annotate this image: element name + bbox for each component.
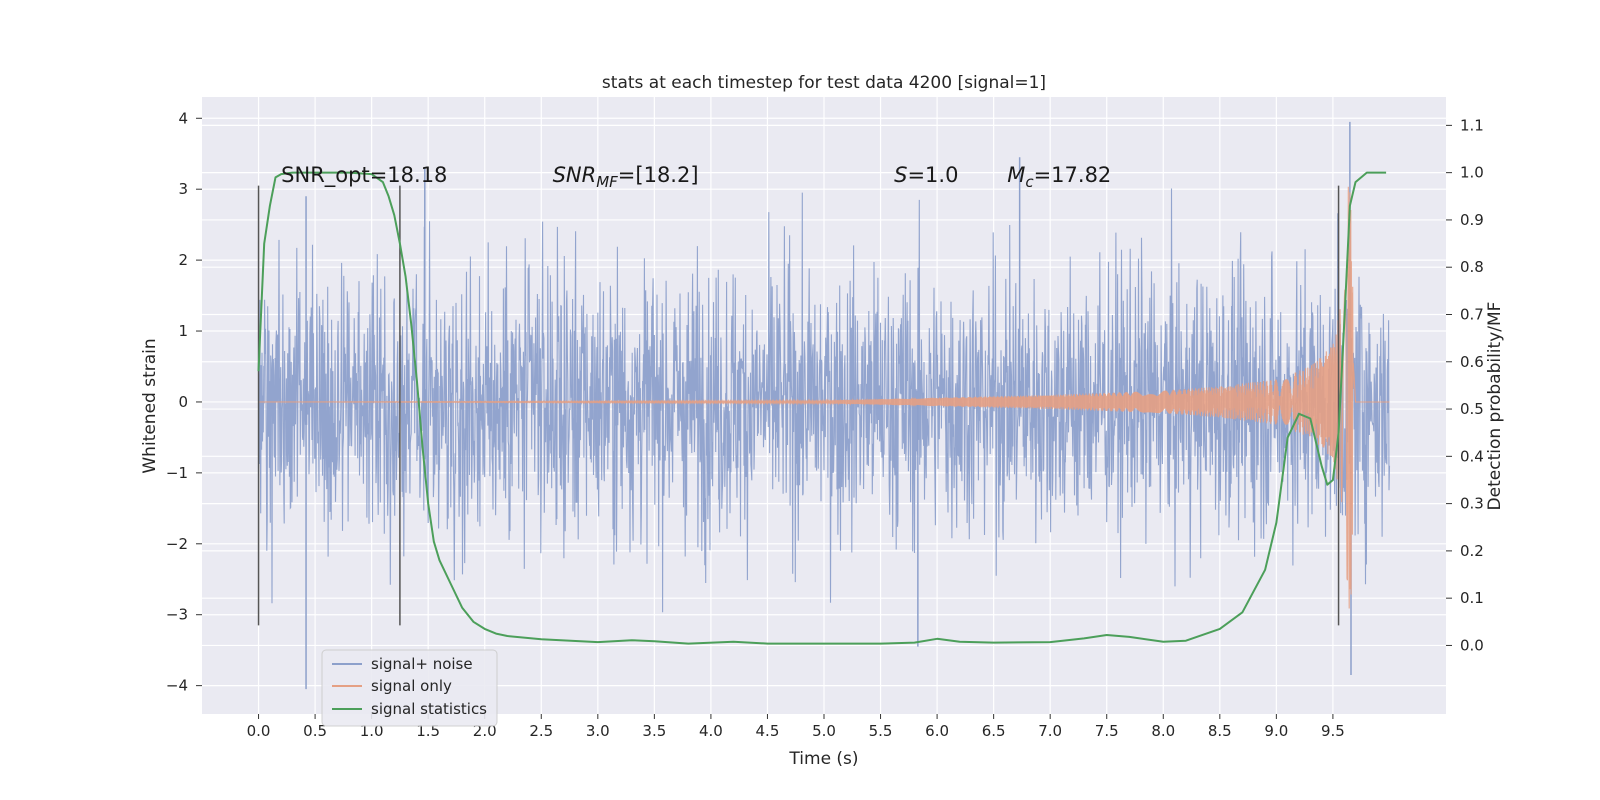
x-tick-label: 4.0 [699,722,723,740]
y-tick-label: 0 [178,393,188,411]
x-tick-label: 3.0 [586,722,610,740]
y-tick-label: −4 [166,677,188,695]
signal-only-series [258,186,1390,609]
x-tick-label: 7.0 [1038,722,1062,740]
y2-tick-label: 0.2 [1460,542,1484,560]
annotation: Mc=17.82 [1007,163,1111,191]
y2-tick-label: 1.0 [1460,164,1484,182]
y2-tick-label: 0.8 [1460,258,1484,276]
y-tick-label: −1 [166,464,188,482]
x-tick-label: 8.0 [1151,722,1175,740]
legend-label-signal-only: signal only [371,677,452,695]
x-tick-label: 4.5 [756,722,780,740]
y2-tick-label: 1.1 [1460,116,1484,134]
y2-axis-ticks: 1.1 1.0 0.9 0.8 0.7 0.6 0.5 0.4 0.3 0.2 0.1 0.0 [1446,116,1484,654]
legend: signal+ noise signal only signal statist… [321,649,498,727]
x-tick-label: 8.5 [1208,722,1232,740]
signal-only-line [258,186,1390,609]
annotation: SNR_opt=18.18 [281,163,447,188]
annotations: SNR_opt=18.18 SNRMF=[18.2] S=1.0 Mc=17.82 [281,163,1111,191]
y2-axis-label: Detection probability/MF [1485,302,1505,511]
x-tick-label: 6.0 [925,722,949,740]
y-tick-label: 2 [178,251,188,269]
y2-tick-label: 0.1 [1460,589,1484,607]
y2-tick-label: 0.9 [1460,211,1484,229]
x-tick-label: 0.5 [303,722,327,740]
marker-lines [257,185,1340,626]
y-axis-ticks: 4 3 2 1 0 −1 −2 −3 −4 [166,109,202,695]
x-axis-label: Time (s) [788,749,858,769]
y2-tick-label: 0.4 [1460,447,1484,465]
x-tick-label: 7.5 [1095,722,1119,740]
x-tick-label: 5.5 [869,722,893,740]
y2-tick-label: 0.7 [1460,305,1484,323]
chart-title: stats at each timestep for test data 420… [602,73,1046,93]
y-axis-label: Whitened strain [140,338,160,473]
y2-tick-label: 0.3 [1460,495,1484,513]
y-tick-label: −3 [166,606,188,624]
y2-tick-label: 0.0 [1460,636,1484,654]
signal-noise-line [257,188,1391,613]
x-tick-label: 2.5 [529,722,553,740]
legend-box [321,649,498,727]
annotation: SNRMF=[18.2] [553,163,699,191]
y2-tick-label: 0.6 [1460,353,1484,371]
y2-tick-label: 0.5 [1460,400,1484,418]
x-tick-label: 3.5 [642,722,666,740]
x-tick-label: 9.5 [1321,722,1345,740]
x-tick-label: 6.5 [982,722,1006,740]
y-tick-label: 4 [178,109,188,127]
y-tick-label: 3 [178,180,188,198]
x-tick-label: 5.0 [812,722,836,740]
x-tick-label: 9.0 [1264,722,1288,740]
y-tick-label: 1 [178,322,188,340]
signal-statistics-series [257,171,1387,645]
signal-statistics-line [257,171,1387,645]
legend-label-signal-noise: signal+ noise [371,655,473,673]
legend-label-signal-statistics: signal statistics [371,700,487,718]
y-tick-label: −2 [166,535,188,553]
x-tick-label: 0.0 [247,722,271,740]
annotation: S=1.0 [894,163,958,187]
